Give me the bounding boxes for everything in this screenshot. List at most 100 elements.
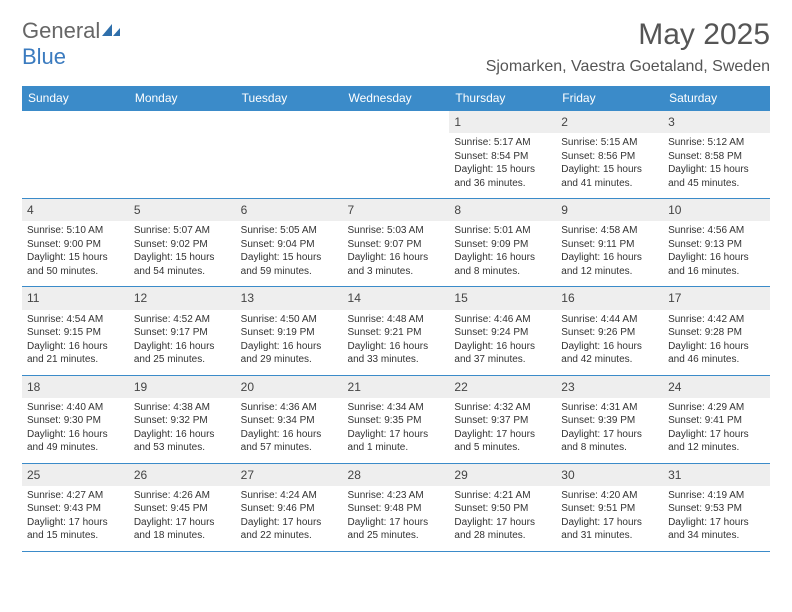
- daylight-line: Daylight: 15 hours and 50 minutes.: [27, 251, 124, 278]
- day-number: 22: [449, 376, 556, 398]
- day-cell: 6Sunrise: 5:05 AMSunset: 9:04 PMDaylight…: [236, 199, 343, 287]
- sunrise-line: Sunrise: 4:44 AM: [561, 313, 658, 327]
- empty-day-cell: [343, 111, 450, 199]
- sunrise-line: Sunrise: 4:50 AM: [241, 313, 338, 327]
- day-number: 31: [663, 464, 770, 486]
- daylight-line: Daylight: 16 hours and 57 minutes.: [241, 428, 338, 455]
- day-number: 21: [343, 376, 450, 398]
- sunrise-line: Sunrise: 4:38 AM: [134, 401, 231, 415]
- daylight-line: Daylight: 17 hours and 5 minutes.: [454, 428, 551, 455]
- week-row: 11Sunrise: 4:54 AMSunset: 9:15 PMDayligh…: [22, 287, 770, 375]
- day-number: 1: [449, 111, 556, 133]
- day-body: Sunrise: 4:24 AMSunset: 9:46 PMDaylight:…: [236, 486, 343, 551]
- daylight-line: Daylight: 16 hours and 53 minutes.: [134, 428, 231, 455]
- sunrise-line: Sunrise: 5:05 AM: [241, 224, 338, 238]
- daylight-line: Daylight: 16 hours and 21 minutes.: [27, 340, 124, 367]
- day-number: 19: [129, 376, 236, 398]
- day-cell: 29Sunrise: 4:21 AMSunset: 9:50 PMDayligh…: [449, 463, 556, 551]
- day-number: 10: [663, 199, 770, 221]
- sunset-line: Sunset: 9:02 PM: [134, 238, 231, 252]
- logo: GeneralBlue: [22, 18, 122, 70]
- logo-text: GeneralBlue: [22, 18, 122, 70]
- daylight-line: Daylight: 17 hours and 15 minutes.: [27, 516, 124, 543]
- day-number: 18: [22, 376, 129, 398]
- day-cell: 4Sunrise: 5:10 AMSunset: 9:00 PMDaylight…: [22, 199, 129, 287]
- sunset-line: Sunset: 9:32 PM: [134, 414, 231, 428]
- day-body: Sunrise: 4:34 AMSunset: 9:35 PMDaylight:…: [343, 398, 450, 463]
- day-body: Sunrise: 4:52 AMSunset: 9:17 PMDaylight:…: [129, 310, 236, 375]
- day-cell: 12Sunrise: 4:52 AMSunset: 9:17 PMDayligh…: [129, 287, 236, 375]
- day-cell: 11Sunrise: 4:54 AMSunset: 9:15 PMDayligh…: [22, 287, 129, 375]
- sunrise-line: Sunrise: 4:19 AM: [668, 489, 765, 503]
- sunrise-line: Sunrise: 4:52 AM: [134, 313, 231, 327]
- daylight-line: Daylight: 17 hours and 31 minutes.: [561, 516, 658, 543]
- day-body: Sunrise: 4:58 AMSunset: 9:11 PMDaylight:…: [556, 221, 663, 286]
- daylight-line: Daylight: 17 hours and 12 minutes.: [668, 428, 765, 455]
- day-number: 3: [663, 111, 770, 133]
- sunset-line: Sunset: 9:28 PM: [668, 326, 765, 340]
- day-cell: 19 Sunrise: 4:38 AMSunset: 9:32 PMDayligh…: [129, 375, 236, 463]
- logo-sail-icon: [100, 18, 122, 43]
- day-body: Sunrise: 4:27 AMSunset: 9:43 PMDaylight:…: [22, 486, 129, 551]
- sunrise-line: Sunrise: 4:23 AM: [348, 489, 445, 503]
- day-body: Sunrise: 4:48 AMSunset: 9:21 PMDaylight:…: [343, 310, 450, 375]
- daylight-line: Daylight: 15 hours and 41 minutes.: [561, 163, 658, 190]
- logo-text-general: General: [22, 18, 100, 43]
- sunset-line: Sunset: 9:51 PM: [561, 502, 658, 516]
- daylight-line: Daylight: 17 hours and 25 minutes.: [348, 516, 445, 543]
- daylight-line: Daylight: 16 hours and 3 minutes.: [348, 251, 445, 278]
- day-body: Sunrise: 4:20 AMSunset: 9:51 PMDaylight:…: [556, 486, 663, 551]
- sunrise-line: Sunrise: 4:42 AM: [668, 313, 765, 327]
- empty-day-cell: [22, 111, 129, 199]
- weekday-header: Thursday: [449, 86, 556, 111]
- daylight-line: Daylight: 17 hours and 22 minutes.: [241, 516, 338, 543]
- day-cell: 1Sunrise: 5:17 AMSunset: 8:54 PMDaylight…: [449, 111, 556, 199]
- title-block: May 2025 Sjomarken, Vaestra Goetaland, S…: [486, 18, 770, 76]
- day-number: 30: [556, 464, 663, 486]
- daylight-line: Daylight: 16 hours and 29 minutes.: [241, 340, 338, 367]
- weekday-header: Friday: [556, 86, 663, 111]
- day-number: 14: [343, 287, 450, 309]
- day-cell: 20Sunrise: 4:36 AMSunset: 9:34 PMDayligh…: [236, 375, 343, 463]
- sunset-line: Sunset: 9:17 PM: [134, 326, 231, 340]
- weekday-header-row: SundayMondayTuesdayWednesdayThursdayFrid…: [22, 86, 770, 111]
- day-cell: 15Sunrise: 4:46 AMSunset: 9:24 PMDayligh…: [449, 287, 556, 375]
- day-body: Sunrise: 4:21 AMSunset: 9:50 PMDaylight:…: [449, 486, 556, 551]
- weekday-header: Tuesday: [236, 86, 343, 111]
- day-cell: 3Sunrise: 5:12 AMSunset: 8:58 PMDaylight…: [663, 111, 770, 199]
- day-body: Sunrise: 4:32 AMSunset: 9:37 PMDaylight:…: [449, 398, 556, 463]
- month-title: May 2025: [486, 18, 770, 52]
- sunset-line: Sunset: 9:11 PM: [561, 238, 658, 252]
- sunrise-line: Sunrise: 4:48 AM: [348, 313, 445, 327]
- sunrise-line: Sunrise: 5:12 AM: [668, 136, 765, 150]
- daylight-line: Daylight: 17 hours and 8 minutes.: [561, 428, 658, 455]
- sunset-line: Sunset: 9:34 PM: [241, 414, 338, 428]
- daylight-line: Daylight: 15 hours and 36 minutes.: [454, 163, 551, 190]
- day-body: Sunrise: 5:17 AMSunset: 8:54 PMDaylight:…: [449, 133, 556, 198]
- daylight-line: Daylight: 16 hours and 49 minutes.: [27, 428, 124, 455]
- day-body: Sunrise: 4:50 AMSunset: 9:19 PMDaylight:…: [236, 310, 343, 375]
- daylight-line: Daylight: 16 hours and 37 minutes.: [454, 340, 551, 367]
- day-body: Sunrise: 4:31 AMSunset: 9:39 PMDaylight:…: [556, 398, 663, 463]
- sunset-line: Sunset: 9:30 PM: [27, 414, 124, 428]
- day-number: 5: [129, 199, 236, 221]
- day-body: Sunrise: 5:12 AMSunset: 8:58 PMDaylight:…: [663, 133, 770, 198]
- daylight-line: Daylight: 17 hours and 34 minutes.: [668, 516, 765, 543]
- day-cell: 23Sunrise: 4:31 AMSunset: 9:39 PMDayligh…: [556, 375, 663, 463]
- day-body: Sunrise: 4:44 AMSunset: 9:26 PMDaylight:…: [556, 310, 663, 375]
- sunset-line: Sunset: 8:58 PM: [668, 150, 765, 164]
- sunset-line: Sunset: 9:15 PM: [27, 326, 124, 340]
- sunrise-line: Sunrise: 4:40 AM: [27, 401, 124, 415]
- day-body: Sunrise: 5:03 AMSunset: 9:07 PMDaylight:…: [343, 221, 450, 286]
- day-number: 11: [22, 287, 129, 309]
- weekday-header: Saturday: [663, 86, 770, 111]
- sunset-line: Sunset: 9:48 PM: [348, 502, 445, 516]
- sunrise-line: Sunrise: 4:29 AM: [668, 401, 765, 415]
- daylight-line: Daylight: 16 hours and 42 minutes.: [561, 340, 658, 367]
- day-cell: 9Sunrise: 4:58 AMSunset: 9:11 PMDaylight…: [556, 199, 663, 287]
- sunrise-line: Sunrise: 5:15 AM: [561, 136, 658, 150]
- day-number: 7: [343, 199, 450, 221]
- sunset-line: Sunset: 8:56 PM: [561, 150, 658, 164]
- day-cell: 18 Sunrise: 4:40 AMSunset: 9:30 PMDayligh…: [22, 375, 129, 463]
- day-number: 25: [22, 464, 129, 486]
